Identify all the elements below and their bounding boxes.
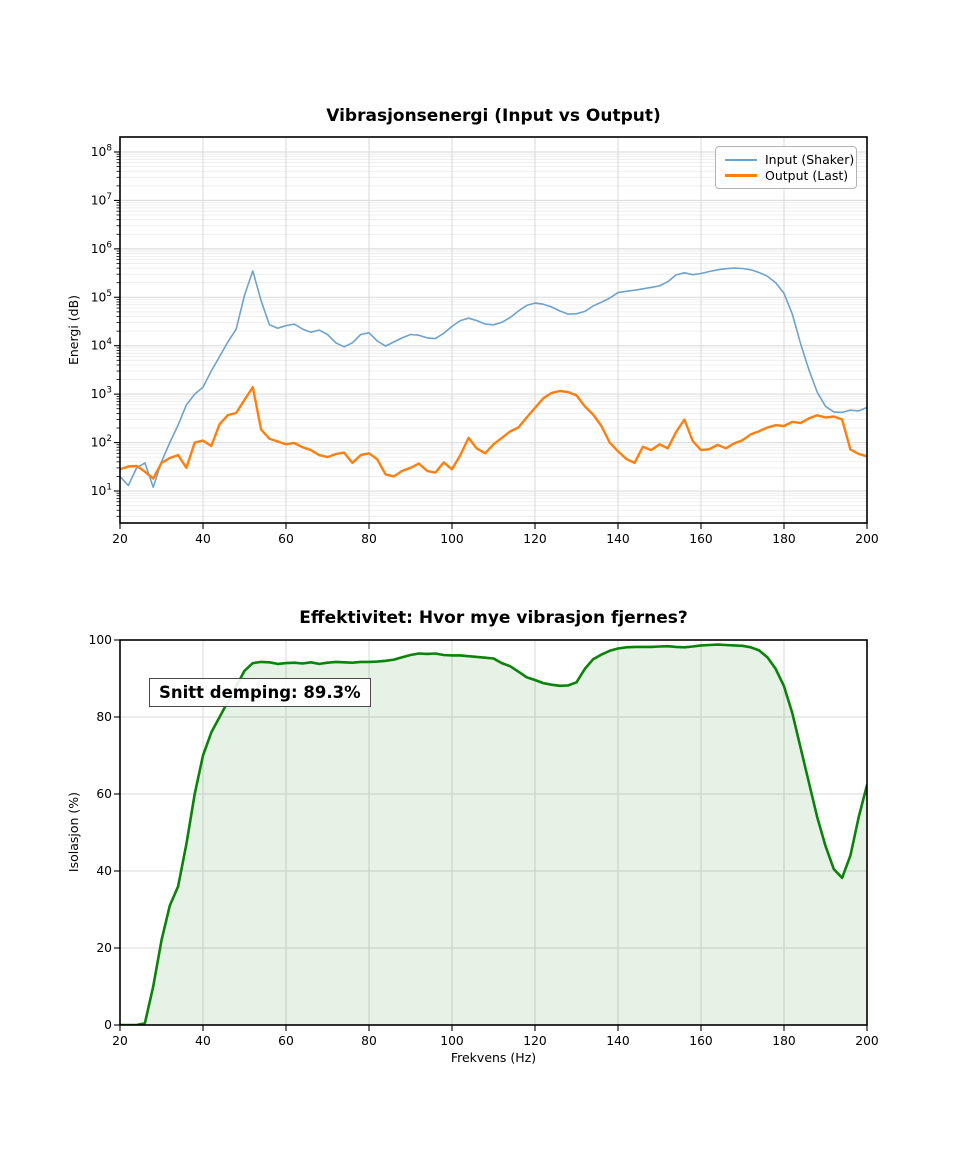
isolation-line	[120, 643, 867, 1025]
top-curves	[120, 267, 867, 488]
x-tick-label: 100	[440, 1034, 463, 1048]
input-shaker-line	[120, 267, 867, 488]
y-tick-label: 101	[91, 483, 112, 499]
y-tick-label: 20	[96, 941, 112, 955]
y-tick-label: 80	[96, 710, 112, 724]
x-tick-label: 180	[772, 532, 795, 546]
x-tick-label: 140	[606, 532, 629, 546]
x-tick-label: 140	[606, 1034, 629, 1048]
y-tick-label: 107	[91, 192, 112, 208]
x-tick-label: 20	[112, 1034, 128, 1048]
legend: Input (Shaker) Output (Last)	[715, 146, 857, 189]
bottom-chart-spines	[119, 639, 868, 1026]
x-tick-label: 20	[112, 532, 128, 546]
x-tick-label: 60	[278, 1034, 294, 1048]
y-tick-label: 104	[91, 337, 113, 353]
x-tick-label: 60	[278, 532, 294, 546]
bottom-chart-ylabel: Isolasjon (%)	[66, 791, 81, 873]
x-tick-label: 40	[195, 532, 211, 546]
output-last-line	[120, 385, 867, 480]
y-tick-label: 103	[91, 386, 112, 402]
top-chart: 101 102 103 104 105 106 107 108 20 40 60 80 100 120 14…	[91, 136, 879, 546]
x-tick-label: 160	[689, 532, 712, 546]
top-chart-ylabel: Energi (dB)	[66, 294, 81, 366]
y-tick-label: 60	[96, 787, 112, 801]
isolation-area-fill	[120, 644, 867, 1025]
legend-label-output: Output (Last)	[765, 168, 849, 183]
y-tick-label: 105	[91, 289, 112, 305]
output-line-sample	[725, 174, 757, 177]
y-tick-label: 100	[89, 633, 112, 647]
top-chart-spines	[119, 136, 868, 524]
x-tick-label: 180	[772, 1034, 795, 1048]
x-tick-label: 200	[855, 1034, 878, 1048]
annotation-snitt-demping: Snitt demping: 89.3%	[149, 678, 371, 707]
input-line-sample	[725, 158, 757, 161]
legend-item-input: Input (Shaker)	[725, 152, 854, 167]
bottom-chart-xlabel: Frekvens (Hz)	[450, 1050, 537, 1065]
x-tick-label: 160	[689, 1034, 712, 1048]
x-tick-label: 40	[195, 1034, 211, 1048]
legend-label-input: Input (Shaker)	[765, 152, 855, 167]
bottom-curves	[120, 643, 867, 1025]
x-tick-label: 80	[361, 532, 377, 546]
x-tick-label: 100	[440, 532, 463, 546]
bottom-chart-title: Effektivitet: Hvor mye vibrasjon fjernes…	[299, 608, 688, 628]
y-tick-label: 0	[104, 1018, 112, 1032]
x-tick-label: 80	[361, 1034, 377, 1048]
y-tick-label: 106	[91, 240, 113, 256]
y-tick-label: 102	[91, 434, 112, 450]
x-tick-label: 120	[523, 1034, 546, 1048]
y-tick-label: 40	[96, 864, 112, 878]
top-chart-title: Vibrasjonsenergi (Input vs Output)	[326, 106, 661, 126]
y-tick-label: 108	[91, 143, 112, 159]
legend-item-output: Output (Last)	[725, 168, 848, 183]
x-tick-label: 120	[523, 532, 546, 546]
x-tick-label: 200	[855, 532, 878, 546]
